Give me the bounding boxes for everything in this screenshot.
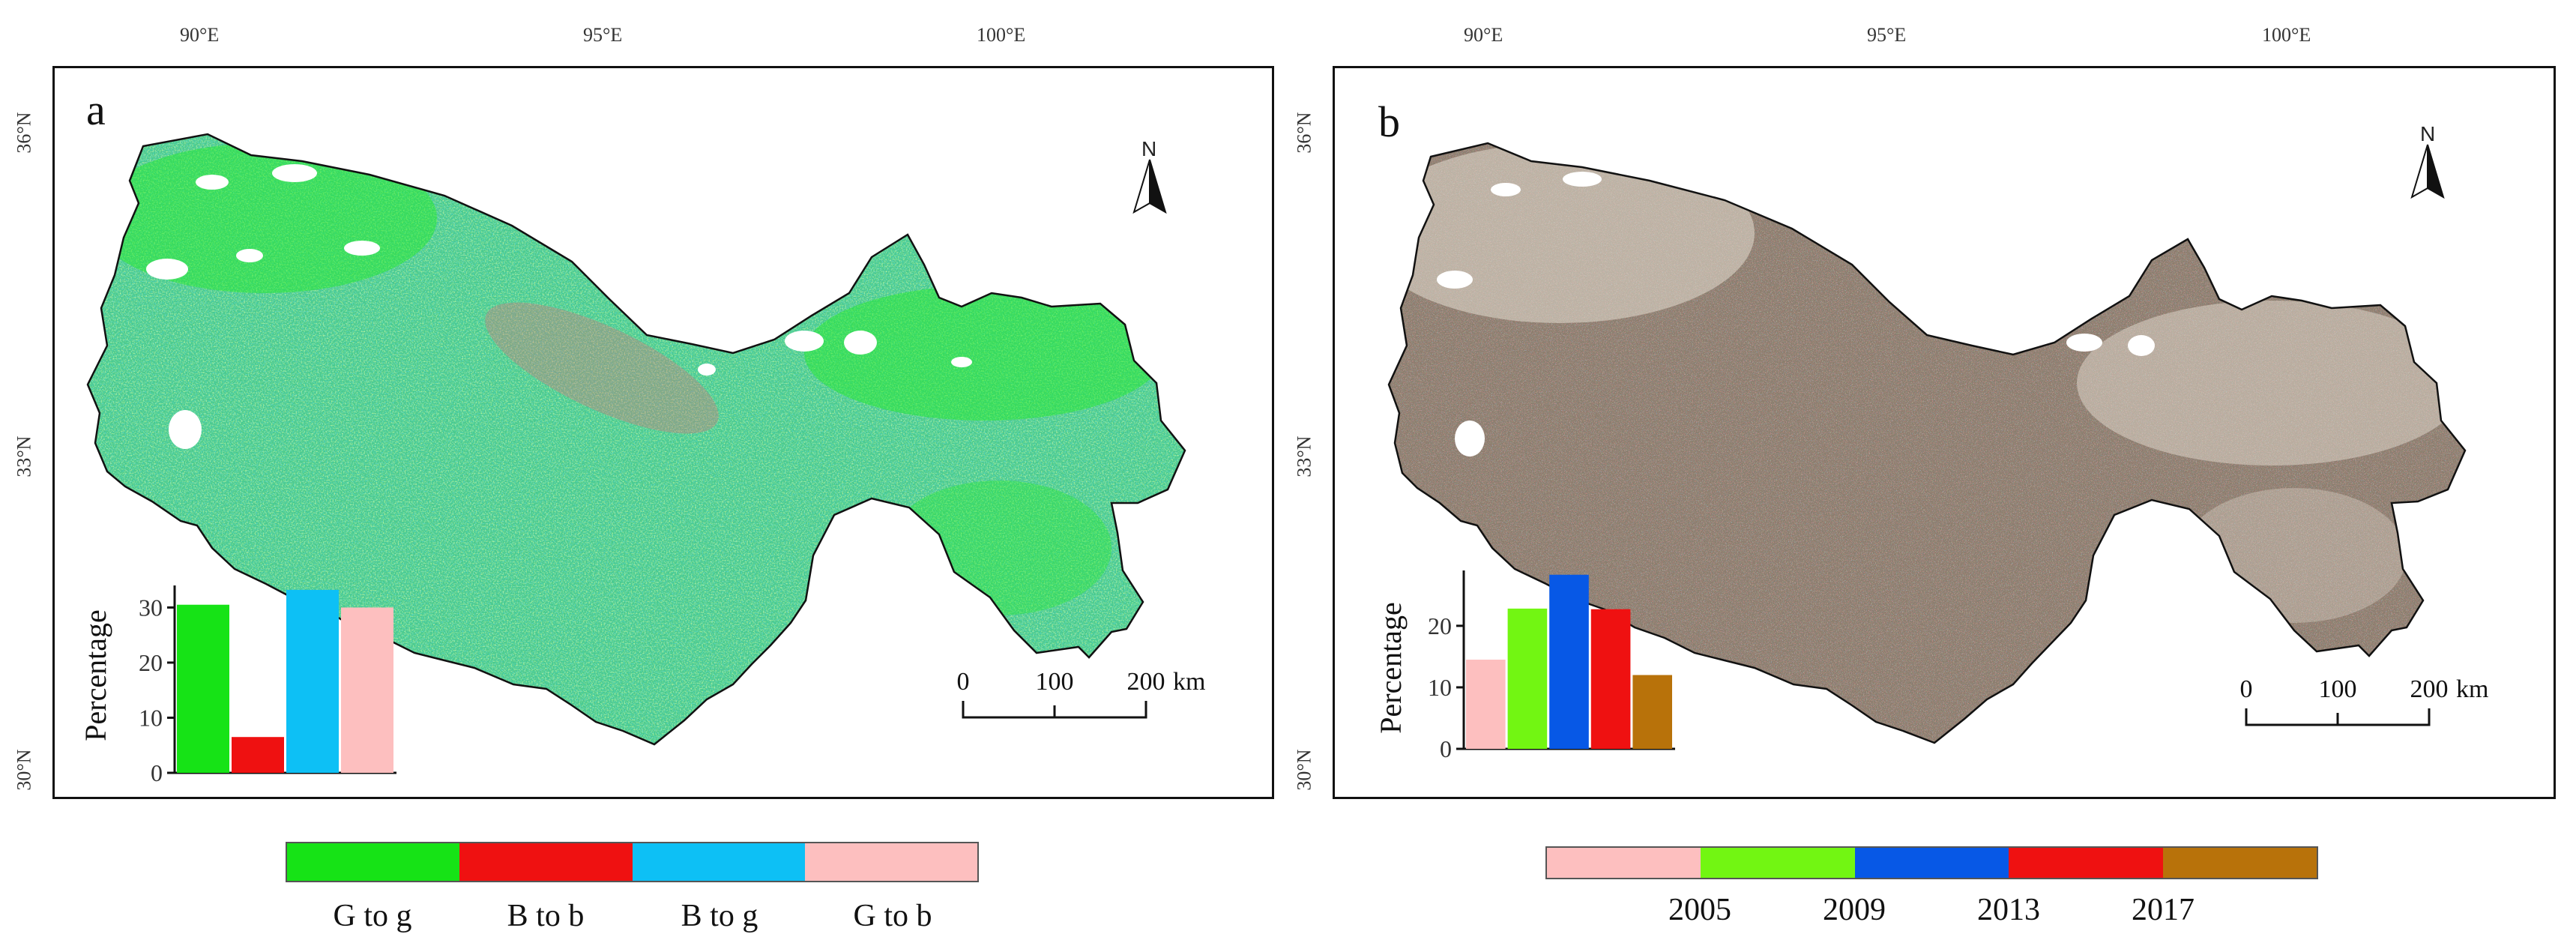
legend-swatch-2005 [1701,848,1855,878]
north-arrow-icon-a [1132,159,1167,214]
map-panel-a: a [52,66,1274,799]
north-label-b: N [2420,122,2436,145]
legend-swatch-2013 [2009,848,2163,878]
panel_b-chart-bar-2017 [1632,675,1672,749]
scale-bar-b [2245,708,2431,726]
panel_a-chart-bar-g-to-g [177,604,229,773]
legend-swatch-2003 [1547,848,1701,878]
lat-tick-30n-a: 30°N [13,749,35,791]
legend-label-g-to-g: G to g [333,899,412,933]
scale-bar-a [962,701,1147,719]
inset-chart-b: Percentage 0 10 20 [1380,570,1675,762]
panel_a-chart-bar-b-to-g [286,589,339,773]
scale-tick-200-b: 200 [2410,675,2449,703]
panel_b-chart-bar-2009 [1549,574,1589,749]
lat-tick-36n-a: 36°N [13,112,35,154]
legend-swatch-b-to-g [632,843,805,881]
legend-swatch-g-to-g [287,843,460,881]
legend-bar-a [286,842,979,882]
panel_a-chart-bar-g-to-b [341,607,393,773]
lon-tick-95e-a: 95°E [583,24,623,46]
lat-tick-30n-b: 30°N [1293,749,1315,791]
legend-label-g-to-b: G to b [853,899,932,933]
panel_a-chart-ytick-label-0: 0 [151,759,163,786]
lon-tick-95e-b: 95°E [1867,24,1907,46]
lat-tick-36n-b: 36°N [1293,112,1315,154]
legend-label-2017: 2017 [2132,893,2195,927]
panel_a-chart-ytick-label-1: 10 [139,704,163,731]
region-map-b [1387,142,2467,744]
scale-unit-b: km [2456,675,2489,703]
lon-tick-100e-b: 100°E [2262,24,2311,46]
panel_b-chart-ytick-label-2: 20 [1428,612,1452,639]
legend-swatch-2017 [2162,848,2317,878]
legend-swatch-b-to-b [459,843,633,881]
north-label-a: N [1141,137,1157,160]
scale-tick-100-b: 100 [2318,675,2357,703]
panel_b-chart-bar-2005 [1507,608,1548,749]
legend-label-b-to-g: B to g [681,899,758,933]
panel_b-chart-bar-2003 [1466,660,1506,749]
chart-ylabel-b: Percentage [1380,602,1408,733]
panel_b-chart-ytick-label-0: 0 [1440,735,1452,762]
panel-label-b: b [1378,97,1400,146]
scale-unit-a: km [1173,668,1206,696]
inset-chart-a: Percentage 0 10 20 30 [85,585,396,786]
legend-label-b-to-b: B to b [507,899,585,933]
lat-tick-33n-a: 33°N [13,436,35,477]
legend-bar-b [1545,846,2318,879]
lon-tick-90e-b: 90°E [1464,24,1503,46]
lat-tick-33n-b: 33°N [1293,436,1315,477]
north-arrow-icon-b [2410,144,2445,199]
scale-tick-0-a: 0 [956,668,970,696]
legend-swatch-g-to-b [804,843,977,881]
region-map-a [86,133,1186,746]
panel_a-chart-bar-b-to-b [232,737,284,773]
legend-label-2013: 2013 [1977,893,2040,927]
panel-label-a: a [86,85,106,134]
legend-label-2009: 2009 [1823,893,1886,927]
scale-tick-200-a: 200 [1126,668,1165,696]
panel_a-chart-ytick-label-2: 20 [139,649,163,676]
scale-tick-100-a: 100 [1035,668,1074,696]
lon-tick-90e-a: 90°E [180,24,220,46]
map-panel-b: b [1333,66,2556,799]
panel_b-chart-bar-2013 [1590,609,1631,749]
scale-tick-0-b: 0 [2239,675,2253,703]
panel_a-chart-ytick-label-3: 30 [139,594,163,621]
panel_b-chart-ytick-label-1: 10 [1428,674,1452,701]
legend-label-2005: 2005 [1668,893,1731,927]
chart-ylabel-a: Percentage [85,609,112,741]
lon-tick-100e-a: 100°E [977,24,1026,46]
legend-swatch-2009 [1854,848,2009,878]
